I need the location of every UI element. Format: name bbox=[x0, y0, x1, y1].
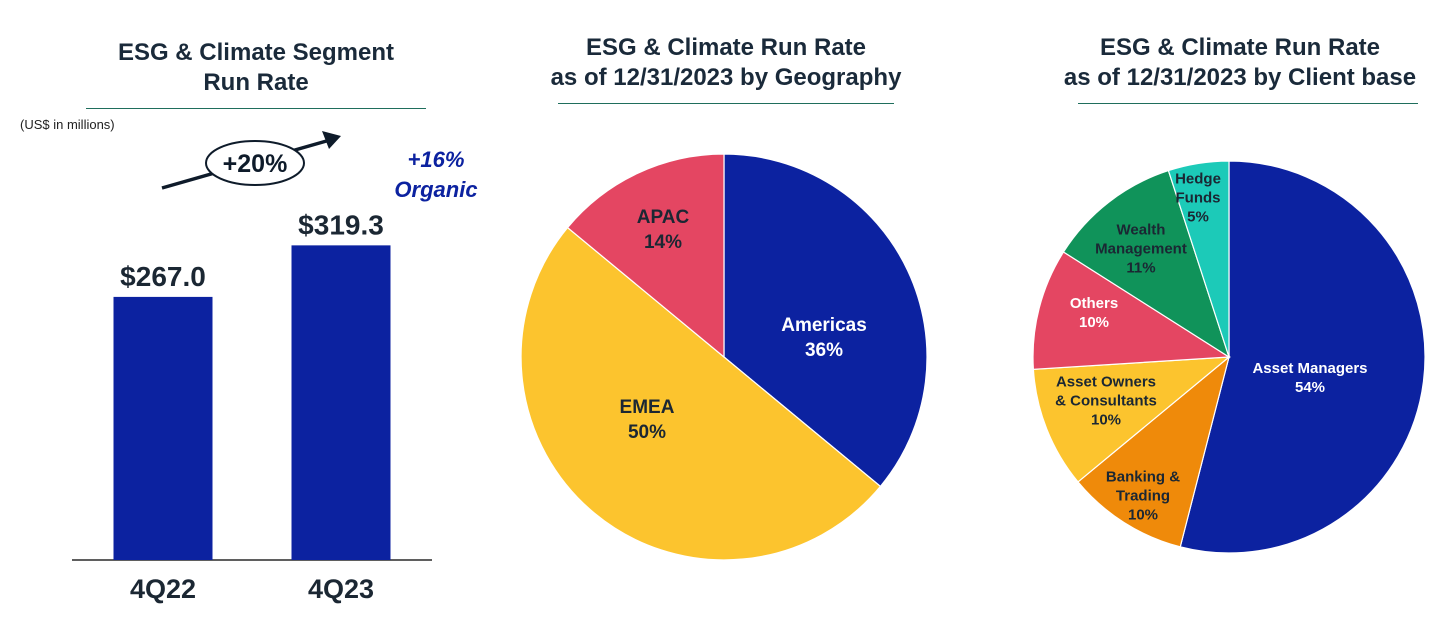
slice-label-hedge-funds: Hedge Funds 5% bbox=[1175, 171, 1221, 226]
data-label-4q23: $319.3 bbox=[298, 209, 384, 240]
growth-arrow-head bbox=[322, 131, 341, 149]
x-tick-label-4q23: 4Q23 bbox=[308, 574, 374, 604]
data-label-4q22: $267.0 bbox=[120, 261, 206, 292]
geo-pie-chart: Americas 36% EMEA 50% APAC 14% bbox=[520, 153, 928, 561]
slice-asset-owners-consultants bbox=[1032, 356, 1231, 483]
bar-chart-title-line1: ESG & Climate Segment bbox=[117, 39, 395, 66]
slice-wealth-management bbox=[1062, 169, 1231, 359]
slice-hedge-funds bbox=[1167, 160, 1230, 358]
bar-chart: $267.0 4Q22 $319.3 4Q23 bbox=[72, 209, 432, 604]
slice-label-others: Others 10% bbox=[1070, 295, 1118, 331]
growth-ellipse bbox=[205, 140, 305, 186]
unit-note: (US$ in millions) bbox=[20, 117, 115, 132]
slice-label-emea: EMEA 50% bbox=[620, 397, 675, 443]
geo-chart-title-line1: ESG & Climate Run Rate bbox=[585, 34, 867, 61]
client-pie-chart: Asset Managers 54% Banking & Trading 10% Asse… bbox=[1032, 160, 1426, 554]
client-chart-title-line1: ESG & Climate Run Rate bbox=[1099, 34, 1381, 61]
bar-4q22 bbox=[113, 296, 213, 560]
bar-4q23 bbox=[291, 245, 391, 560]
slice-label-asset-managers: Asset Managers 54% bbox=[1252, 360, 1367, 396]
geo-chart-title-line2: as of 12/31/2023 by Geography bbox=[550, 64, 902, 91]
bar-chart-title-rule bbox=[86, 108, 426, 109]
slice-label-americas: Americas 36% bbox=[781, 315, 867, 361]
slice-apac bbox=[566, 153, 725, 359]
organic-label-line1: +16% bbox=[408, 147, 465, 172]
slice-emea bbox=[520, 226, 882, 561]
bar-chart-title: ESG & Climate Segment Run Rate bbox=[86, 38, 426, 109]
slice-label-wealth-management: Wealth Management 11% bbox=[1095, 222, 1187, 277]
geo-chart-title: ESG & Climate Run Rate as of 12/31/2023 … bbox=[520, 33, 932, 104]
client-chart-title: ESG & Climate Run Rate as of 12/31/2023 … bbox=[1040, 33, 1440, 104]
geo-chart-title-rule bbox=[558, 103, 894, 104]
slice-label-asset-owners-consultants: Asset Owners & Consultants 10% bbox=[1055, 374, 1157, 429]
client-chart-title-rule bbox=[1078, 103, 1418, 104]
slice-banking-trading bbox=[1077, 355, 1231, 548]
slice-label-apac: APAC 14% bbox=[637, 207, 690, 253]
slice-americas bbox=[723, 153, 928, 488]
growth-label: +20% bbox=[223, 150, 288, 178]
slice-asset-managers bbox=[1179, 160, 1426, 554]
client-chart-title-line2: as of 12/31/2023 by Client base bbox=[1063, 64, 1417, 91]
x-tick-label-4q22: 4Q22 bbox=[130, 574, 196, 604]
growth-annotation: +20% +16% Organic bbox=[161, 131, 478, 202]
slice-label-banking-trading: Banking & Trading 10% bbox=[1106, 469, 1180, 524]
slice-others bbox=[1032, 251, 1231, 370]
bar-chart-title-line2: Run Rate bbox=[203, 69, 309, 96]
organic-label-line2: Organic bbox=[394, 177, 477, 202]
